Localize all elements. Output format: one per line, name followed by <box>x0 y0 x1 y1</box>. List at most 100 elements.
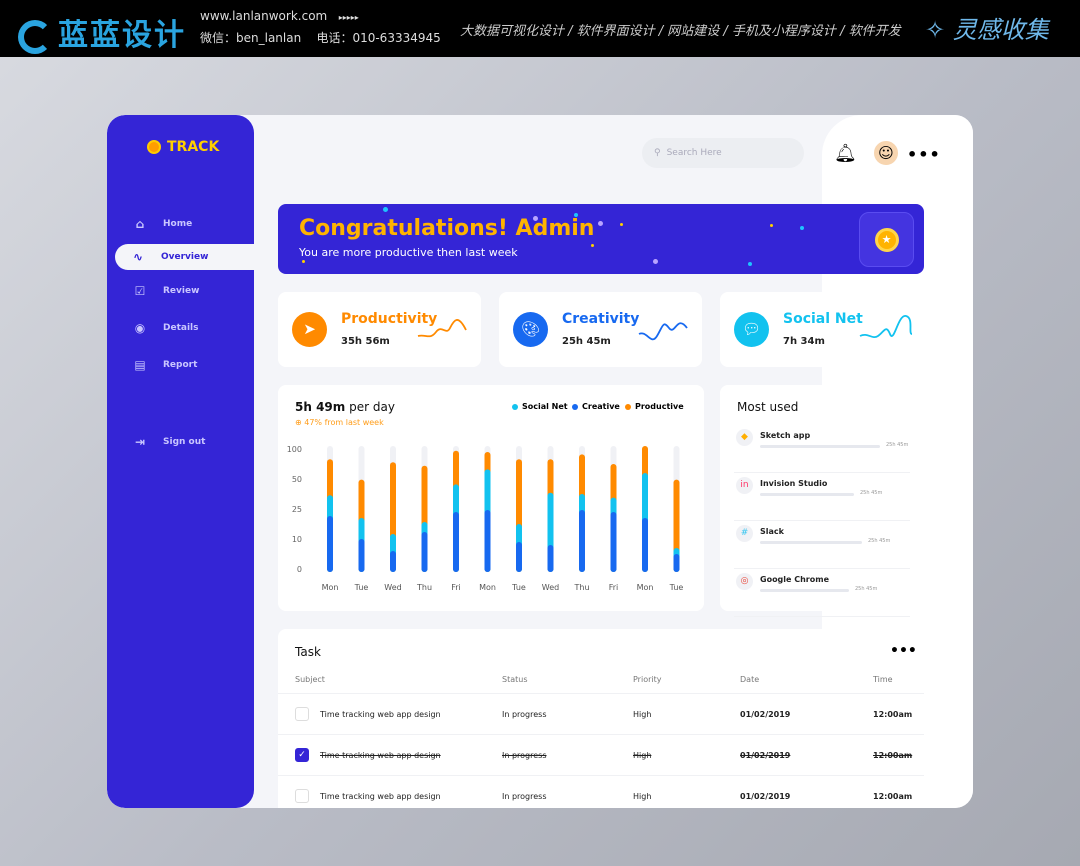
nav-label: Sign out <box>163 437 206 447</box>
more-icon[interactable]: ••• <box>907 145 941 164</box>
task-checkbox[interactable] <box>295 707 309 721</box>
table-row[interactable]: ✓ Time tracking web app design In progre… <box>278 734 924 775</box>
stat-label: Productivity <box>341 311 438 327</box>
nav-label: Overview <box>161 252 209 262</box>
task-checkbox[interactable]: ✓ <box>295 748 309 762</box>
stat-value: 25h 45m <box>562 336 611 347</box>
sign-out-button[interactable]: ⇥ Sign out <box>123 429 254 455</box>
task-title: Task <box>295 645 321 659</box>
dashboard-window: TRACK ⌂ Home ∿ Overview ☑ Review ◉ Details ▤… <box>107 115 973 808</box>
app-item[interactable]: ◎ Google Chrome 25h 45m <box>734 569 910 617</box>
most-used-card: Most used ◆ Sketch app 25h 45m in Invisi… <box>720 385 924 617</box>
task-subject: Time tracking web app design <box>320 710 441 719</box>
task-status: In progress <box>502 792 547 801</box>
task-time: 12:00am <box>873 710 913 719</box>
app-item[interactable]: in Invision Studio 25h 45m <box>734 473 910 521</box>
congrats-banner: Congratulations! Admin You are more prod… <box>278 204 924 274</box>
usage-bar <box>760 445 880 448</box>
sign-out-icon: ⇥ <box>134 435 146 449</box>
app-item[interactable]: # Slack 25h 45m <box>734 521 910 569</box>
app-time: 25h 45m <box>860 490 883 496</box>
chart-title-bold: 5h 49m <box>295 400 346 414</box>
task-priority: High <box>633 751 652 760</box>
legend-productive: Productive <box>625 402 684 411</box>
nav-label: Details <box>163 323 199 333</box>
stacked-bar-chart: 0 10 25 50 100 Mon Tue Wed Thu Fri Mon Tue Wed Thu Fri… <box>287 445 684 592</box>
productivity-sparkline <box>417 319 467 338</box>
chart-subtitle: ⊕ 47% from last week <box>295 418 384 427</box>
invision-icon: in <box>736 477 753 494</box>
stat-value: 35h 56m <box>341 336 390 347</box>
task-checkbox[interactable] <box>295 789 309 803</box>
sidebar-item-home[interactable]: ⌂ Home <box>123 211 254 237</box>
task-subject: Time tracking web app design <box>320 792 441 801</box>
task-priority: High <box>633 792 652 801</box>
x-tick-label: Fri <box>451 583 461 592</box>
social-sparkline <box>859 315 913 339</box>
creativity-sparkline <box>638 322 688 341</box>
legend-creative: Creative <box>572 402 620 411</box>
sidebar: TRACK <box>107 115 254 808</box>
y-tick-label: 100 <box>287 445 302 454</box>
brand-name: TRACK <box>167 139 220 155</box>
search-input[interactable]: ⚲ Search Here <box>642 138 804 168</box>
brand-logo: ✧ 灵感收集 <box>925 16 1049 44</box>
column-time: Time <box>873 675 893 684</box>
column-date: Date <box>740 675 760 684</box>
table-row[interactable]: Time tracking web app design In progress… <box>278 775 924 808</box>
sidebar-item-details[interactable]: ◉ Details <box>123 315 254 341</box>
stat-card-productivity[interactable]: ➤ Productivity 35h 56m <box>278 292 481 367</box>
y-tick-label: 50 <box>292 475 302 484</box>
app-time: 25h 45m <box>855 586 878 592</box>
task-status: In progress <box>502 710 547 719</box>
stat-card-creativity[interactable]: 🎨︎ Creativity 25h 45m <box>499 292 702 367</box>
x-tick-label: Thu <box>416 583 432 592</box>
y-tick-label: 25 <box>292 505 302 514</box>
app-time: 25h 45m <box>868 538 891 544</box>
usage-chart-card: 0 10 25 50 100 Mon Tue Wed Thu Fri Mon Tue Wed Thu Fri… <box>278 385 704 611</box>
sidebar-item-review[interactable]: ☑ Review <box>123 278 254 304</box>
x-tick-label: Mon <box>479 583 496 592</box>
usage-bar <box>760 541 862 544</box>
more-icon[interactable]: ••• <box>890 643 917 659</box>
eye-icon: ◉ <box>134 321 146 335</box>
website: www.lanlanwork.com <box>200 9 328 23</box>
x-tick-label: Mon <box>322 583 339 592</box>
stat-label: Creativity <box>562 311 640 327</box>
task-date: 01/02/2019 <box>740 751 791 760</box>
table-row[interactable]: Time tracking web app design In progress… <box>278 693 924 734</box>
sketch-icon: ◆ <box>736 429 753 446</box>
x-tick-label: Wed <box>384 583 401 592</box>
task-time: 12:00am <box>873 751 913 760</box>
nav-label: Report <box>163 360 198 370</box>
chart-subtitle-text: 47% from last week <box>304 418 384 427</box>
x-tick-label: Wed <box>542 583 559 592</box>
home-icon: ⌂ <box>135 217 145 231</box>
legend-label: Productive <box>635 402 684 411</box>
slack-icon: # <box>736 525 753 542</box>
lanlan-logo: 蓝蓝设计 <box>18 10 186 54</box>
column-priority: Priority <box>633 675 662 684</box>
legend-social-net: Social Net <box>512 402 568 411</box>
chart-title: 5h 49m per day <box>295 400 395 414</box>
task-date: 01/02/2019 <box>740 710 791 719</box>
checkbox-icon: ☑ <box>134 284 146 298</box>
track-logo: TRACK <box>147 139 219 155</box>
brand-text: 灵感收集 <box>952 16 1049 44</box>
stat-card-social-net[interactable]: 💬︎ Social Net 7h 34m <box>720 292 923 367</box>
most-used-title: Most used <box>737 400 799 414</box>
app-item[interactable]: ◆ Sketch app 25h 45m <box>734 425 910 473</box>
logo-text: 蓝蓝设计 <box>58 18 186 53</box>
app-name: Invision Studio <box>760 479 828 488</box>
document-icon: ▤ <box>134 358 146 372</box>
app-name: Slack <box>760 527 784 536</box>
y-tick-label: 10 <box>292 535 302 544</box>
task-card: Task ••• Subject Status Priority Date Ti… <box>278 629 924 808</box>
bell-icon[interactable]: 🔔︎ <box>834 143 857 164</box>
sidebar-item-overview[interactable]: ∿ Overview <box>115 244 275 270</box>
x-tick-label: Tue <box>354 583 369 592</box>
banner-title: Congratulations! Admin <box>299 216 595 241</box>
banner-subtitle: You are more productive then last week <box>299 246 518 259</box>
sidebar-item-report[interactable]: ▤ Report <box>123 352 254 378</box>
avatar[interactable]: ☺ <box>872 139 900 167</box>
